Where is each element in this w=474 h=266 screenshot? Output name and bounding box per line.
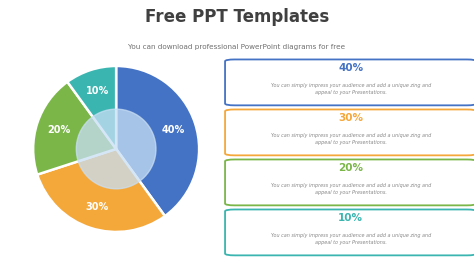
Text: 30%: 30%: [338, 113, 363, 123]
Text: 40%: 40%: [162, 125, 185, 135]
Text: 10%: 10%: [86, 86, 109, 96]
Text: 30%: 30%: [86, 202, 109, 211]
Text: 20%: 20%: [338, 163, 363, 173]
FancyBboxPatch shape: [225, 60, 474, 105]
Text: Free PPT Templates: Free PPT Templates: [145, 8, 329, 26]
Wedge shape: [116, 66, 199, 216]
Wedge shape: [37, 149, 165, 232]
Text: You can simply impress your audience and add a unique zing and
appeal to your Pr: You can simply impress your audience and…: [271, 83, 431, 95]
FancyBboxPatch shape: [225, 110, 474, 155]
Text: 10%: 10%: [338, 213, 363, 223]
Text: You can simply impress your audience and add a unique zing and
appeal to your Pr: You can simply impress your audience and…: [271, 183, 431, 195]
Wedge shape: [67, 66, 116, 149]
Text: You can simply impress your audience and add a unique zing and
appeal to your Pr: You can simply impress your audience and…: [271, 233, 431, 245]
Wedge shape: [33, 82, 116, 174]
Circle shape: [76, 109, 156, 189]
Text: 20%: 20%: [47, 125, 70, 135]
Text: You can download professional PowerPoint diagrams for free: You can download professional PowerPoint…: [128, 44, 346, 50]
FancyBboxPatch shape: [225, 210, 474, 255]
FancyBboxPatch shape: [225, 160, 474, 205]
Text: 40%: 40%: [338, 63, 364, 73]
Text: You can simply impress your audience and add a unique zing and
appeal to your Pr: You can simply impress your audience and…: [271, 133, 431, 145]
